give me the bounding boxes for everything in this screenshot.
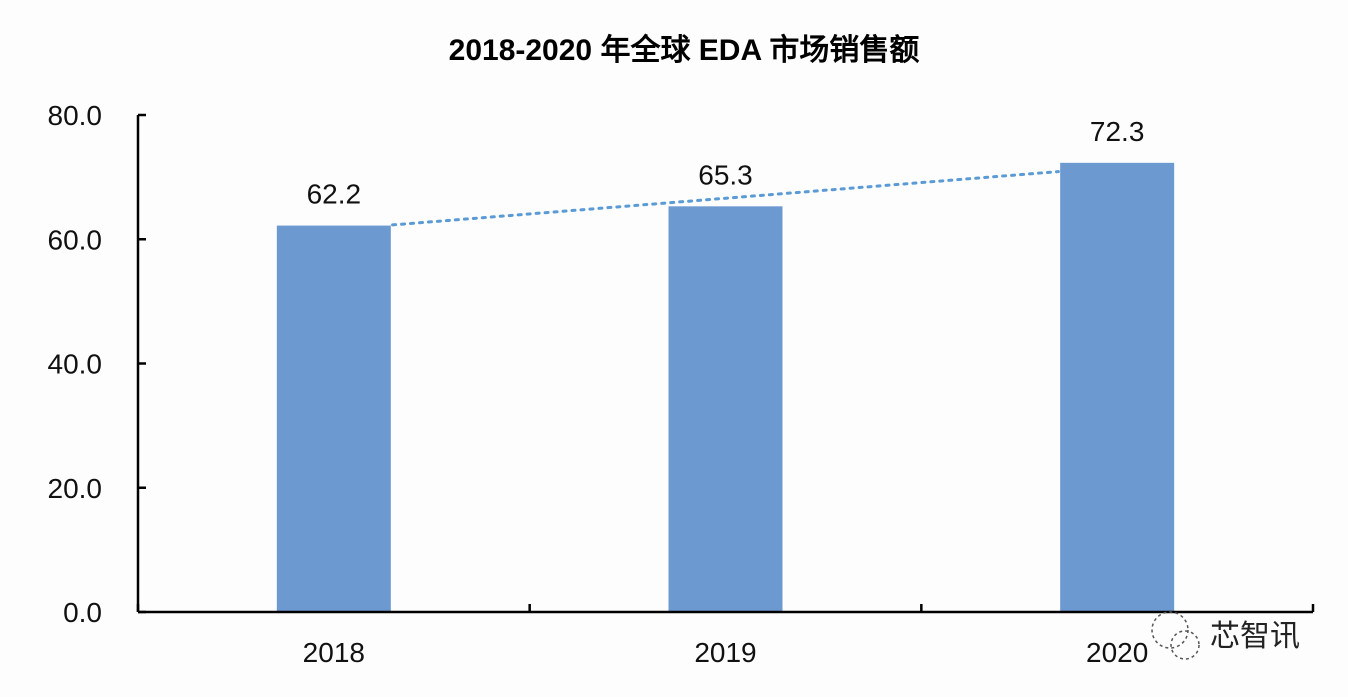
- data-label-2018: 62.2: [307, 179, 362, 210]
- trendline: [391, 170, 1060, 227]
- y-tick-label: 40.0: [48, 349, 103, 380]
- bar-2019: [668, 206, 783, 613]
- data-label-2019: 65.3: [698, 159, 753, 190]
- bar-2018: [276, 225, 391, 612]
- watermark-text: 芯智讯: [1210, 620, 1300, 653]
- x-tick-label-2020: 2020: [1086, 637, 1148, 668]
- chart-title: 2018-2020 年全球 EDA 市场销售额: [449, 33, 920, 67]
- watermark: 芯智讯: [1151, 611, 1300, 660]
- y-tick-label: 0.0: [63, 597, 102, 628]
- y-tick-label: 60.0: [48, 224, 103, 255]
- x-tick-label-2019: 2019: [694, 637, 756, 668]
- wechat-icon: [1151, 611, 1200, 660]
- bar-2020: [1060, 162, 1175, 612]
- y-tick-label: 20.0: [48, 473, 103, 504]
- y-tick-label: 80.0: [48, 100, 103, 131]
- x-tick-label-2018: 2018: [303, 637, 365, 668]
- data-label-2020: 72.3: [1090, 116, 1145, 147]
